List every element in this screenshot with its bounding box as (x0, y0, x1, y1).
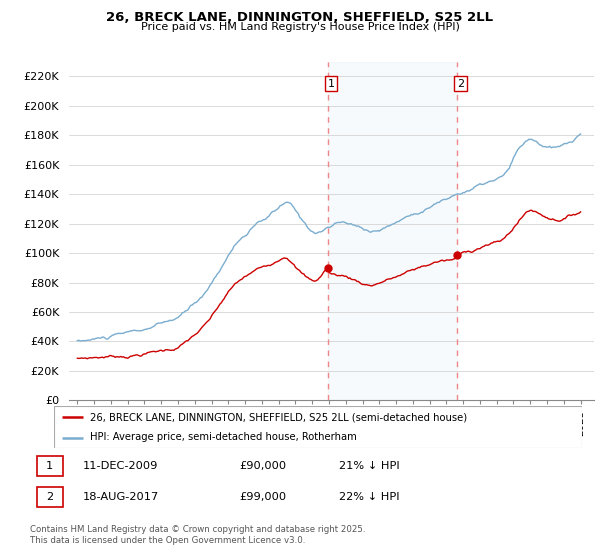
Bar (37, 487, 63, 507)
Text: 22% ↓ HPI: 22% ↓ HPI (339, 492, 400, 502)
Text: 18-AUG-2017: 18-AUG-2017 (82, 492, 158, 502)
Text: 21% ↓ HPI: 21% ↓ HPI (339, 461, 400, 471)
Text: 1: 1 (328, 79, 334, 88)
Text: 2: 2 (457, 79, 464, 88)
Text: HPI: Average price, semi-detached house, Rotherham: HPI: Average price, semi-detached house,… (90, 432, 356, 442)
Bar (328, 62, 457, 400)
Text: £99,000: £99,000 (240, 492, 287, 502)
Bar (37, 456, 63, 476)
Text: Price paid vs. HM Land Registry's House Price Index (HPI): Price paid vs. HM Land Registry's House … (140, 22, 460, 32)
Text: Contains HM Land Registry data © Crown copyright and database right 2025.
This d: Contains HM Land Registry data © Crown c… (30, 525, 365, 545)
Text: 1: 1 (46, 461, 53, 471)
Text: 26, BRECK LANE, DINNINGTON, SHEFFIELD, S25 2LL: 26, BRECK LANE, DINNINGTON, SHEFFIELD, S… (106, 11, 494, 24)
Text: 26, BRECK LANE, DINNINGTON, SHEFFIELD, S25 2LL (semi-detached house): 26, BRECK LANE, DINNINGTON, SHEFFIELD, S… (90, 412, 467, 422)
Text: £90,000: £90,000 (240, 461, 287, 471)
Text: 11-DEC-2009: 11-DEC-2009 (82, 461, 158, 471)
Text: 2: 2 (46, 492, 53, 502)
